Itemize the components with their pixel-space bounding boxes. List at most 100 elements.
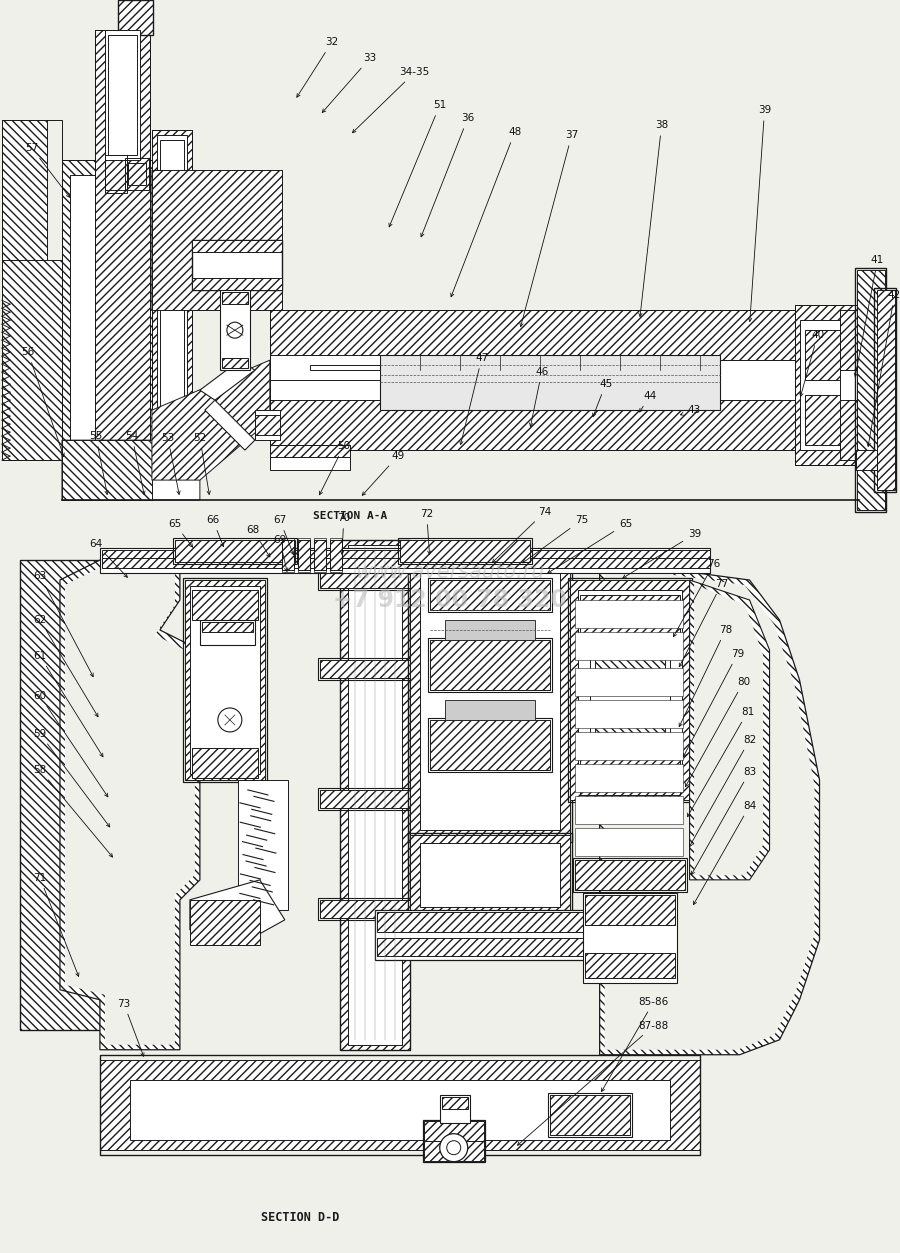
Bar — [100, 1060, 699, 1150]
Text: 51: 51 — [389, 100, 446, 227]
Bar — [442, 1096, 468, 1109]
Bar — [2, 261, 62, 460]
Bar — [374, 910, 605, 960]
Text: 82: 82 — [689, 736, 756, 847]
Bar — [840, 400, 865, 460]
Bar — [108, 35, 137, 155]
Text: 47: 47 — [460, 353, 489, 445]
Bar — [100, 1055, 699, 1155]
Bar — [20, 560, 100, 1030]
Bar — [298, 538, 310, 573]
Text: 48: 48 — [451, 128, 521, 297]
Bar — [575, 764, 682, 792]
Bar — [595, 650, 664, 680]
Bar — [152, 130, 192, 440]
Text: 41: 41 — [854, 256, 884, 376]
Text: 36: 36 — [421, 113, 474, 237]
Bar — [282, 538, 293, 573]
Bar — [192, 278, 282, 291]
Bar — [582, 893, 677, 982]
Bar — [428, 578, 552, 611]
Text: +7 912 00 78 320: +7 912 00 78 320 — [333, 588, 567, 611]
Text: 37: 37 — [520, 130, 579, 327]
Text: 49: 49 — [363, 451, 404, 495]
Bar — [220, 291, 250, 370]
Text: 38: 38 — [639, 120, 668, 317]
Polygon shape — [152, 170, 280, 311]
Bar — [100, 548, 709, 573]
Bar — [282, 540, 293, 570]
Bar — [118, 0, 153, 35]
Bar — [105, 160, 127, 190]
Bar — [62, 440, 152, 500]
Polygon shape — [65, 565, 195, 1045]
Bar — [572, 858, 687, 892]
Bar — [270, 311, 799, 360]
Bar — [222, 358, 248, 368]
Text: 43: 43 — [680, 405, 700, 415]
Bar — [255, 410, 280, 440]
Text: 80: 80 — [686, 677, 750, 787]
Bar — [2, 120, 47, 261]
Bar — [580, 595, 680, 635]
Bar — [2, 120, 62, 460]
Bar — [445, 620, 535, 640]
Bar — [340, 540, 410, 1050]
Text: 56: 56 — [22, 347, 64, 456]
Text: 44: 44 — [640, 391, 656, 412]
Bar — [440, 1095, 470, 1123]
Text: SECTION D-D: SECTION D-D — [261, 1212, 339, 1224]
Bar — [424, 1120, 483, 1140]
Text: 42: 42 — [867, 291, 900, 446]
Bar — [590, 640, 670, 752]
Text: 73: 73 — [117, 999, 144, 1056]
Text: 77: 77 — [680, 579, 728, 667]
Circle shape — [440, 1134, 468, 1162]
Polygon shape — [270, 355, 380, 380]
Text: 54: 54 — [125, 431, 145, 495]
Polygon shape — [605, 565, 814, 1050]
Bar — [575, 796, 682, 824]
Bar — [595, 720, 664, 751]
Bar — [568, 578, 691, 802]
Bar — [190, 900, 260, 945]
Bar — [575, 700, 682, 728]
Text: SECTION A-A: SECTION A-A — [312, 511, 387, 521]
Text: 33: 33 — [322, 54, 376, 113]
Polygon shape — [599, 560, 820, 1055]
Bar — [419, 570, 560, 829]
Bar — [805, 331, 850, 380]
Text: 67: 67 — [274, 515, 293, 555]
Text: 79: 79 — [683, 649, 744, 757]
Text: 68: 68 — [247, 525, 270, 556]
Bar — [270, 445, 350, 470]
Bar — [152, 170, 282, 311]
Bar — [795, 306, 860, 465]
Bar — [160, 140, 184, 430]
Text: 66: 66 — [206, 515, 224, 546]
Bar — [419, 843, 560, 907]
Text: 78: 78 — [680, 625, 733, 727]
Bar — [190, 586, 260, 774]
Text: 55: 55 — [89, 431, 108, 495]
Text: 87-88: 87-88 — [518, 1021, 669, 1145]
Bar — [575, 668, 682, 695]
Bar — [424, 1140, 483, 1160]
Bar — [94, 30, 150, 460]
Bar — [580, 754, 680, 794]
Bar — [270, 360, 799, 400]
Bar — [570, 580, 689, 799]
Bar — [270, 400, 799, 450]
Bar — [548, 1093, 632, 1136]
Bar — [102, 558, 709, 568]
Bar — [856, 450, 878, 470]
Bar — [318, 898, 432, 920]
Circle shape — [446, 1140, 461, 1155]
Bar — [157, 135, 187, 435]
Bar — [270, 400, 799, 450]
Bar — [62, 160, 152, 460]
Bar — [128, 163, 146, 185]
Text: 71: 71 — [33, 873, 79, 976]
Bar — [585, 895, 675, 925]
Bar — [192, 241, 282, 252]
